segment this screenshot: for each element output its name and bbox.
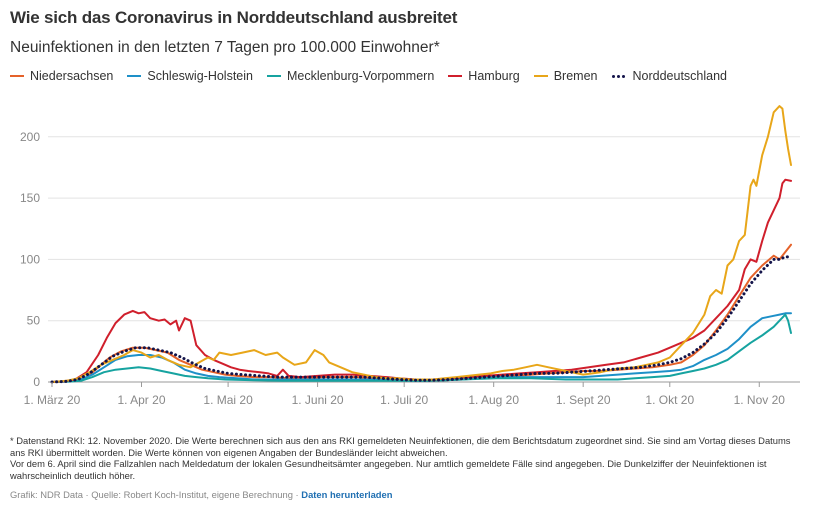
y-tick-label: 150 <box>20 191 40 205</box>
x-tick-label: 1. Apr 20 <box>117 393 165 407</box>
legend-label: Norddeutschland <box>632 69 728 83</box>
y-tick-label: 200 <box>20 130 40 144</box>
legend-label: Mecklenburg-Vorpommern <box>287 69 435 83</box>
legend-item-norddeutschland[interactable]: Norddeutschland <box>611 69 728 83</box>
series-line-bremen[interactable] <box>51 105 792 383</box>
legend-item-mecklenburg-vorpommern[interactable]: Mecklenburg-Vorpommern <box>267 69 434 83</box>
x-tick-label: 1. Aug 20 <box>468 393 519 407</box>
series-line-mecklenburg-vorpommern[interactable] <box>51 313 792 383</box>
legend-item-niedersachsen[interactable]: Niedersachsen <box>10 69 113 83</box>
footnote: * Datenstand RKI: 12. November 2020. Die… <box>10 435 805 481</box>
legend-label: Niedersachsen <box>30 69 114 83</box>
x-tick-label: 1. Juni 20 <box>292 393 344 407</box>
chart-title: Wie sich das Coronavirus in Norddeutschl… <box>10 8 458 27</box>
legend-label: Hamburg <box>468 69 520 83</box>
y-tick-label: 100 <box>20 252 40 266</box>
legend-swatch-mecklenburg-vorpommern <box>267 75 281 77</box>
legend-swatch-norddeutschland <box>611 74 627 78</box>
footnote-line-1: * Datenstand RKI: 12. November 2020. Die… <box>10 435 791 458</box>
legend-swatch-hamburg <box>448 75 463 77</box>
x-tick-label: 1. Okt 20 <box>645 393 694 407</box>
credits-source: Grafik: NDR Data · Quelle: Robert Koch-I… <box>10 489 299 500</box>
x-tick-label: 1. März 20 <box>24 393 81 407</box>
y-tick-label: 0 <box>33 375 40 389</box>
y-tick-label: 50 <box>27 314 41 328</box>
x-tick-label: 1. Nov 20 <box>734 393 786 407</box>
axis-layer: 0 50 100 150 200 1. März 20 1. Apr 20 1. Mai 20… <box>20 130 785 407</box>
x-tick-label: 1. Juli 20 <box>380 393 428 407</box>
series-line-norddeutschland[interactable] <box>50 255 793 384</box>
x-tick-label: 1. Mai 20 <box>203 393 253 407</box>
chart-legend: Niedersachsen Schleswig-Holstein Mecklen… <box>10 69 741 83</box>
series-line-niedersachsen[interactable] <box>51 243 792 383</box>
legend-item-bremen[interactable]: Bremen <box>533 69 598 83</box>
legend-item-hamburg[interactable]: Hamburg <box>448 69 520 83</box>
grid-layer <box>48 136 800 383</box>
line-chart: 0 50 100 150 200 1. März 20 1. Apr 20 1. Mai 20… <box>20 105 800 407</box>
footnote-line-2: Vor dem 6. April sind die Fallzahlen nac… <box>10 458 767 481</box>
chart-subtitle: Neuinfektionen in den letzten 7 Tagen pr… <box>10 39 440 56</box>
legend-swatch-bremen <box>533 75 548 77</box>
x-tick-label: 1. Sept 20 <box>556 393 611 407</box>
download-data-link[interactable]: Daten herunterladen <box>301 489 393 500</box>
legend-label: Bremen <box>553 69 598 83</box>
legend-item-schleswig-holstein[interactable]: Schleswig-Holstein <box>127 69 253 83</box>
credits: Grafik: NDR Data · Quelle: Robert Koch-I… <box>10 489 392 500</box>
legend-swatch-niedersachsen <box>10 75 24 77</box>
series-line-hamburg[interactable] <box>51 178 792 383</box>
legend-label: Schleswig-Holstein <box>147 69 253 83</box>
legend-swatch-schleswig-holstein <box>127 75 142 77</box>
series-layer <box>50 105 793 384</box>
